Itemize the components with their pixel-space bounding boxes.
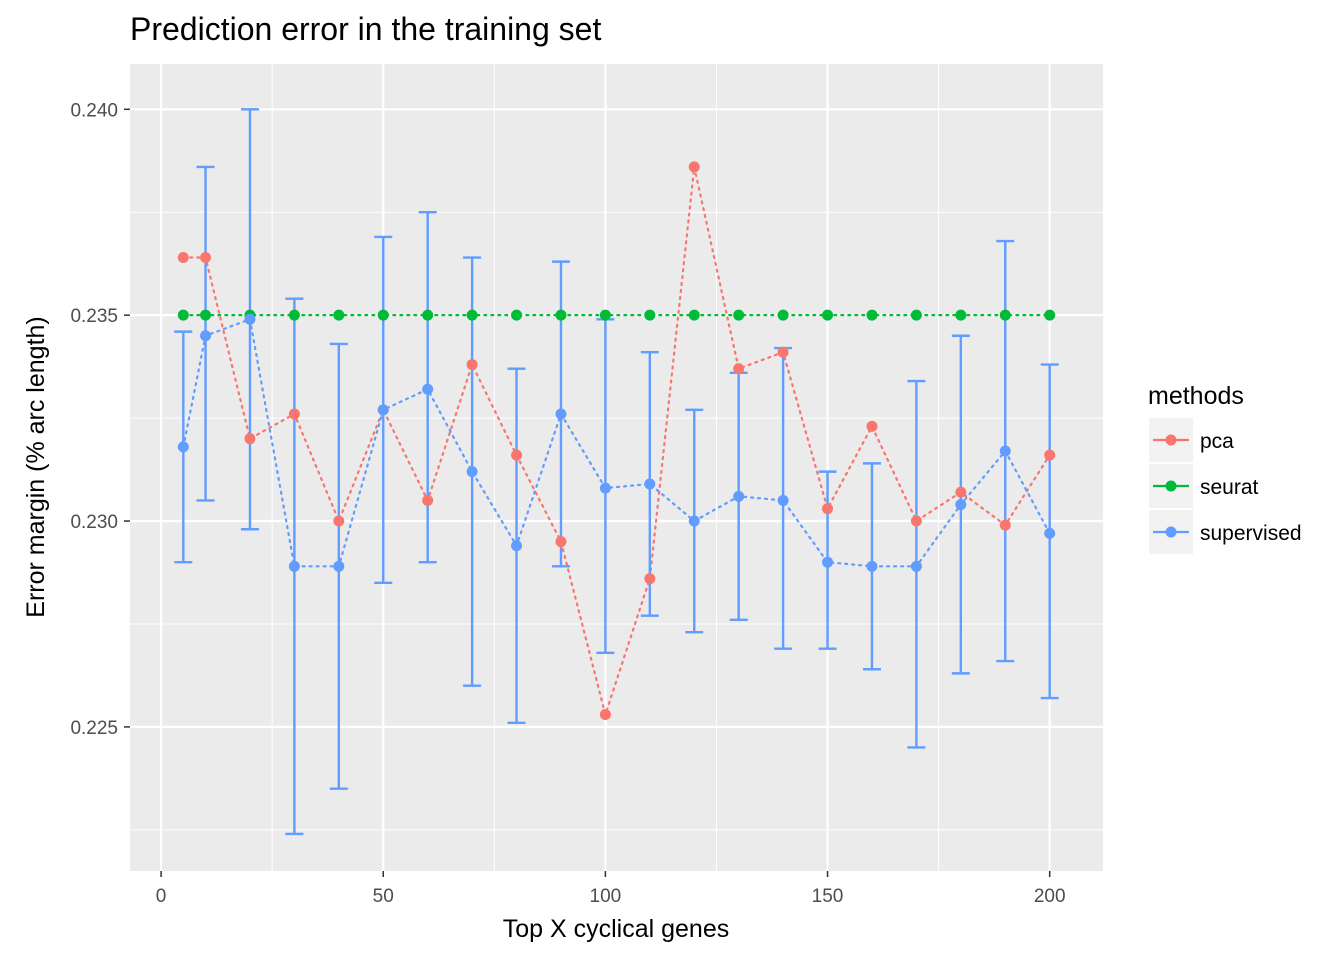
point-supervised: [511, 540, 523, 552]
point-seurat: [200, 309, 212, 321]
point-pca: [511, 449, 523, 461]
point-pca: [244, 433, 256, 445]
y-tick-label: 0.235: [70, 306, 118, 327]
point-pca: [999, 519, 1011, 531]
point-pca: [288, 408, 300, 420]
y-tick-label: 0.225: [70, 718, 118, 739]
point-seurat: [777, 309, 789, 321]
point-pca: [466, 359, 478, 371]
point-supervised: [999, 445, 1011, 457]
point-pca: [555, 536, 567, 548]
point-seurat: [511, 309, 523, 321]
plot-panel: [130, 64, 1103, 871]
legend-label-supervised: supervised: [1200, 522, 1302, 545]
x-tick-label: 200: [1034, 886, 1066, 907]
legend-label-pca: pca: [1200, 430, 1234, 453]
point-supervised: [377, 404, 389, 416]
x-axis: 0 50 100 150 200: [156, 871, 1066, 907]
point-pca: [955, 486, 967, 498]
point-seurat: [999, 309, 1011, 321]
legend-title: methods: [1148, 382, 1244, 410]
point-seurat: [688, 309, 700, 321]
point-seurat: [1044, 309, 1056, 321]
x-tick-label: 100: [590, 886, 622, 907]
point-supervised: [177, 441, 189, 453]
series-points: [177, 161, 1056, 721]
legend: methods pca seurat supervised: [1148, 382, 1302, 554]
point-seurat: [599, 309, 611, 321]
point-pca: [866, 420, 878, 432]
point-pca: [422, 494, 434, 506]
point-pca: [333, 515, 345, 527]
point-supervised: [200, 330, 212, 342]
y-tick-label: 0.230: [70, 512, 118, 533]
point-supervised: [466, 466, 478, 478]
point-pca: [688, 161, 700, 173]
chart-title: Prediction error in the training set: [130, 11, 601, 47]
x-tick-label: 50: [373, 886, 394, 907]
point-seurat: [377, 309, 389, 321]
point-pca: [200, 252, 212, 264]
point-supervised: [333, 560, 345, 572]
point-supervised: [644, 478, 656, 490]
point-seurat: [466, 309, 478, 321]
point-seurat: [955, 309, 967, 321]
point-supervised: [910, 560, 922, 572]
legend-item-seurat: seurat: [1149, 464, 1259, 508]
y-tick-label: 0.240: [70, 100, 118, 121]
point-seurat: [910, 309, 922, 321]
legend-key-point: [1165, 434, 1177, 446]
point-seurat: [733, 309, 745, 321]
point-supervised: [288, 560, 300, 572]
point-pca: [733, 363, 745, 375]
legend-item-pca: pca: [1149, 418, 1234, 462]
legend-key-point: [1165, 480, 1177, 492]
legend-item-supervised: supervised: [1149, 510, 1302, 554]
point-pca: [910, 515, 922, 527]
y-axis-title: Error margin (% arc length): [22, 316, 50, 617]
point-supervised: [955, 499, 967, 511]
y-axis: 0.225 0.230 0.235 0.240: [70, 100, 130, 739]
point-pca: [822, 503, 834, 515]
point-supervised: [1044, 527, 1056, 539]
x-tick-label: 0: [156, 886, 167, 907]
point-supervised: [866, 560, 878, 572]
point-seurat: [644, 309, 656, 321]
point-supervised: [688, 515, 700, 527]
x-axis-title: Top X cyclical genes: [503, 915, 730, 943]
point-supervised: [244, 313, 256, 325]
legend-label-seurat: seurat: [1200, 476, 1259, 499]
point-seurat: [333, 309, 345, 321]
point-pca: [1044, 449, 1056, 461]
point-pca: [177, 252, 189, 264]
point-supervised: [555, 408, 567, 420]
point-seurat: [177, 309, 189, 321]
point-supervised: [599, 482, 611, 494]
point-seurat: [422, 309, 434, 321]
point-supervised: [733, 490, 745, 502]
point-seurat: [822, 309, 834, 321]
point-pca: [599, 709, 611, 721]
x-tick-label: 150: [812, 886, 844, 907]
point-pca: [644, 573, 656, 585]
point-supervised: [422, 383, 434, 395]
legend-key-point: [1165, 526, 1177, 538]
point-seurat: [866, 309, 878, 321]
point-supervised: [822, 556, 834, 568]
point-seurat: [555, 309, 567, 321]
point-supervised: [777, 494, 789, 506]
point-pca: [777, 346, 789, 358]
point-seurat: [288, 309, 300, 321]
